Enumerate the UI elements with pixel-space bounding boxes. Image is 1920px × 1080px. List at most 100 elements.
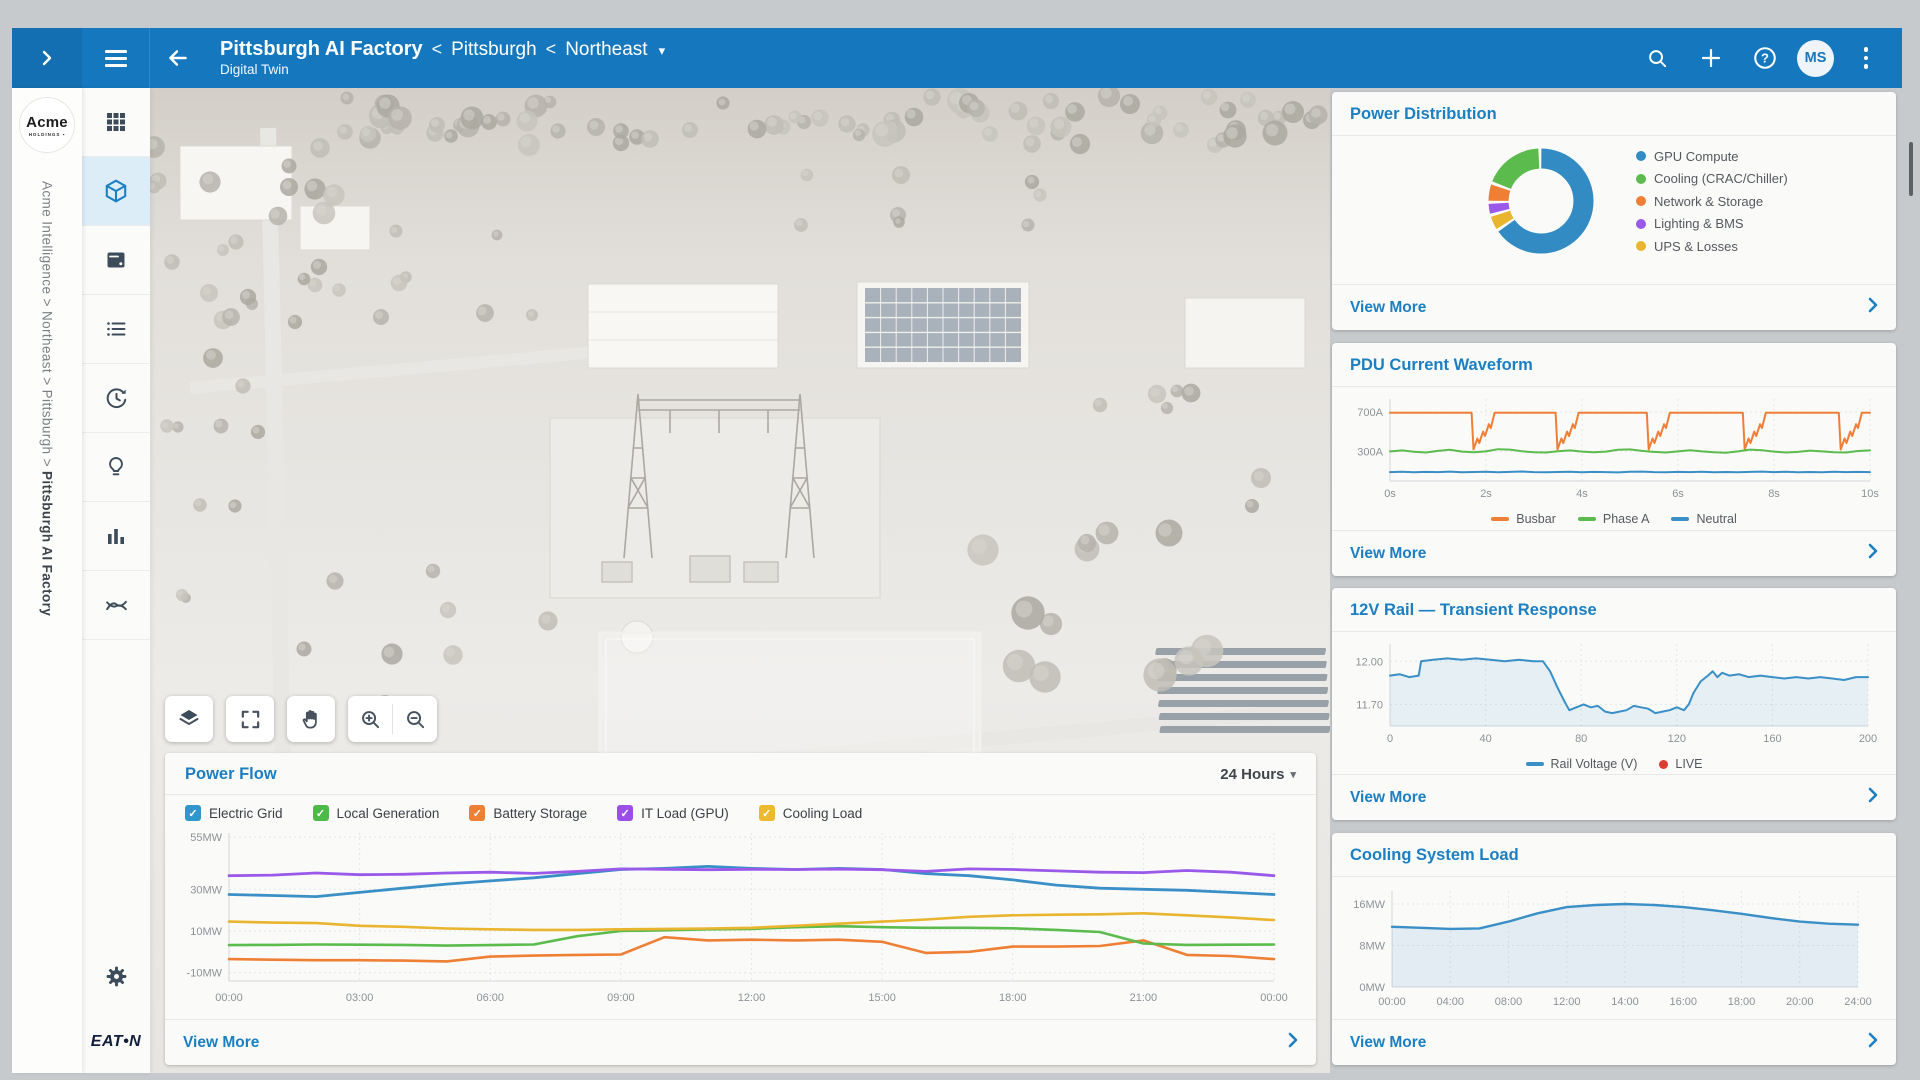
cube-3d-icon [105,179,127,203]
nav-settings[interactable] [82,942,150,1011]
nav-reports[interactable] [82,502,150,571]
chevron-right-icon [42,50,52,66]
legend-checkbox-item[interactable]: ✓ Cooling Load [758,805,862,821]
power-flow-view-more[interactable]: View More [165,1019,1316,1065]
brand-rail: Acme HOLDINGS ▪ Acme Intelligence > Nort… [12,88,82,1073]
legend-swatch-icon [1671,517,1690,521]
nav-apps[interactable] [82,88,150,157]
fullscreen-button[interactable] [226,696,274,742]
svg-text:10MW: 10MW [190,926,222,938]
svg-text:15:00: 15:00 [868,992,896,1004]
zoom-out-icon [406,710,424,728]
pdu-chart: 0s 2s 4s 6s 8s 10s 700A 300A [1332,387,1896,508]
svg-text:06:00: 06:00 [476,992,504,1004]
page-title: Pittsburgh AI Factory [220,38,423,61]
hamburger-icon [104,49,127,67]
nav-history[interactable] [82,364,150,433]
svg-text:18:00: 18:00 [1728,996,1756,1008]
scene-trees [150,88,1328,726]
pdu-waveform-card: PDU Current Waveform 0s 2s 4s 6s 8s 10s 700A 30… [1332,343,1896,576]
checkbox-checked-icon[interactable]: ✓ [312,805,329,821]
avatar[interactable]: MS [1797,39,1834,77]
search-button[interactable] [1635,36,1679,80]
svg-text:200: 200 [1859,733,1877,745]
legend-item: GPU Compute [1636,149,1788,164]
svg-text:24:00: 24:00 [1844,996,1872,1008]
cooling-load-card: Cooling System Load 00:00 04:00 08:00 12:00… [1332,833,1896,1065]
rail-legend: Rail Voltage (V) LIVE [1332,753,1896,771]
checkbox-checked-icon[interactable]: ✓ [758,805,775,821]
rail-view-more[interactable]: View More [1332,774,1896,820]
svg-text:30MW: 30MW [190,884,222,896]
nav-digital-twin[interactable] [82,157,150,226]
app-header: Pittsburgh AI Factory < Pittsburgh < Nor… [12,28,1902,88]
cooling-view-more[interactable]: View More [1332,1019,1896,1065]
scene-fence [598,631,982,775]
legend-item: Lighting & BMS [1636,216,1788,231]
scrollbar-thumb[interactable] [1909,142,1913,196]
nav-asset-list[interactable] [82,295,150,364]
help-button[interactable]: ? [1743,36,1787,80]
plus-icon [1701,48,1721,68]
back-button[interactable] [150,28,206,88]
legend-dot-icon [1636,196,1646,206]
kebab-menu-icon [1863,47,1869,69]
legend-checkbox-item[interactable]: ✓ Local Generation [312,805,439,821]
breadcrumb-northeast[interactable]: Northeast [565,39,648,61]
lightbulb-icon [109,457,123,476]
acme-logo: Acme HOLDINGS ▪ [19,97,75,153]
layers-button[interactable] [165,696,213,742]
svg-text:0MW: 0MW [1359,982,1385,994]
checkbox-checked-icon[interactable]: ✓ [469,805,486,821]
pdu-view-more[interactable]: View More [1332,530,1896,576]
help-icon: ? [1754,47,1776,69]
breadcrumb: Pittsburgh AI Factory < Pittsburgh < Nor… [220,38,666,78]
power-distribution-donut [1488,148,1594,254]
card-title: Cooling System Load [1350,846,1519,864]
card-icon [107,252,125,268]
svg-text:00:00: 00:00 [1378,996,1406,1008]
arrow-left-icon [169,50,187,66]
svg-text:12:00: 12:00 [738,992,766,1004]
list-icon [107,322,126,336]
hand-pan-icon [302,709,317,729]
svg-text:08:00: 08:00 [1495,996,1523,1008]
legend-checkbox-item[interactable]: ✓ Battery Storage [469,805,587,821]
legend-checkbox-item[interactable]: ✓ Electric Grid [185,805,283,821]
legend-checkbox-item[interactable]: ✓ IT Load (GPU) [617,805,729,821]
expand-rail-button[interactable] [12,28,82,88]
chevron-right-icon [1868,787,1878,808]
layers-icon [179,710,199,725]
svg-text:700A: 700A [1357,407,1383,419]
zoom-controls [348,696,437,742]
eaton-logo: EAT•N [90,1033,142,1050]
zoom-in-button[interactable] [348,696,392,742]
add-button[interactable] [1689,36,1733,80]
page-subtitle: Digital Twin [220,62,289,78]
checkbox-checked-icon[interactable]: ✓ [185,805,201,821]
pan-button[interactable] [287,696,335,742]
legend-dot-icon [1636,151,1646,161]
nav-dashboards[interactable] [82,226,150,295]
legend-item: Cooling (CRAC/Chiller) [1636,171,1788,186]
nav-analytics[interactable] [82,571,150,640]
checkbox-checked-icon[interactable]: ✓ [617,805,634,821]
nav-insights[interactable] [82,433,150,502]
breadcrumb-pittsburgh[interactable]: Pittsburgh [451,39,537,61]
map-controls [165,696,437,742]
card-title: Power Distribution [1350,105,1497,123]
time-range-dropdown[interactable]: 24 Hours ▾ [1220,766,1296,783]
more-menu-button[interactable] [1844,36,1888,80]
trend-lines-icon [105,600,127,610]
svg-text:12.00: 12.00 [1355,656,1383,668]
power-distribution-card: Power Distribution GPU Compute Cooling (… [1332,92,1896,330]
menu-button[interactable] [82,28,150,88]
rail-chart: 0 40 80 120 160 200 12.00 11.70 [1332,632,1896,753]
distribution-view-more[interactable]: View More [1332,284,1896,330]
power-flow-panel: Power Flow 24 Hours ▾ ✓ Electric Grid ✓ … [165,753,1316,1065]
rail-transient-card: 12V Rail — Transient Response 0 40 80 120 16… [1332,588,1896,820]
breadcrumb-caret-icon[interactable]: ▾ [658,43,666,59]
gear-icon [106,966,126,987]
zoom-out-button[interactable] [393,696,437,742]
legend-item: Busbar [1491,512,1556,526]
